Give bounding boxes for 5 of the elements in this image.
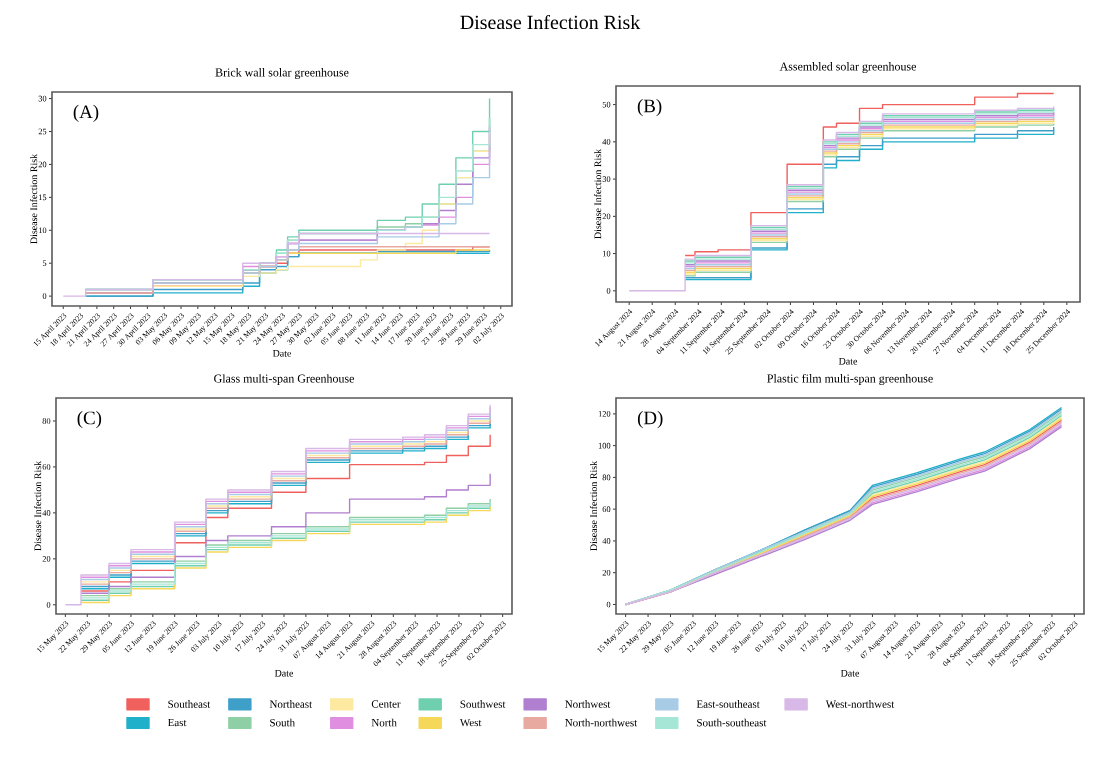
annotation: (A)	[73, 104, 99, 122]
text: Disease Infection Risk	[460, 14, 641, 30]
annotation: (C)	[77, 411, 102, 429]
annotation: (D)	[637, 411, 663, 429]
annotation: (B)	[637, 99, 662, 117]
